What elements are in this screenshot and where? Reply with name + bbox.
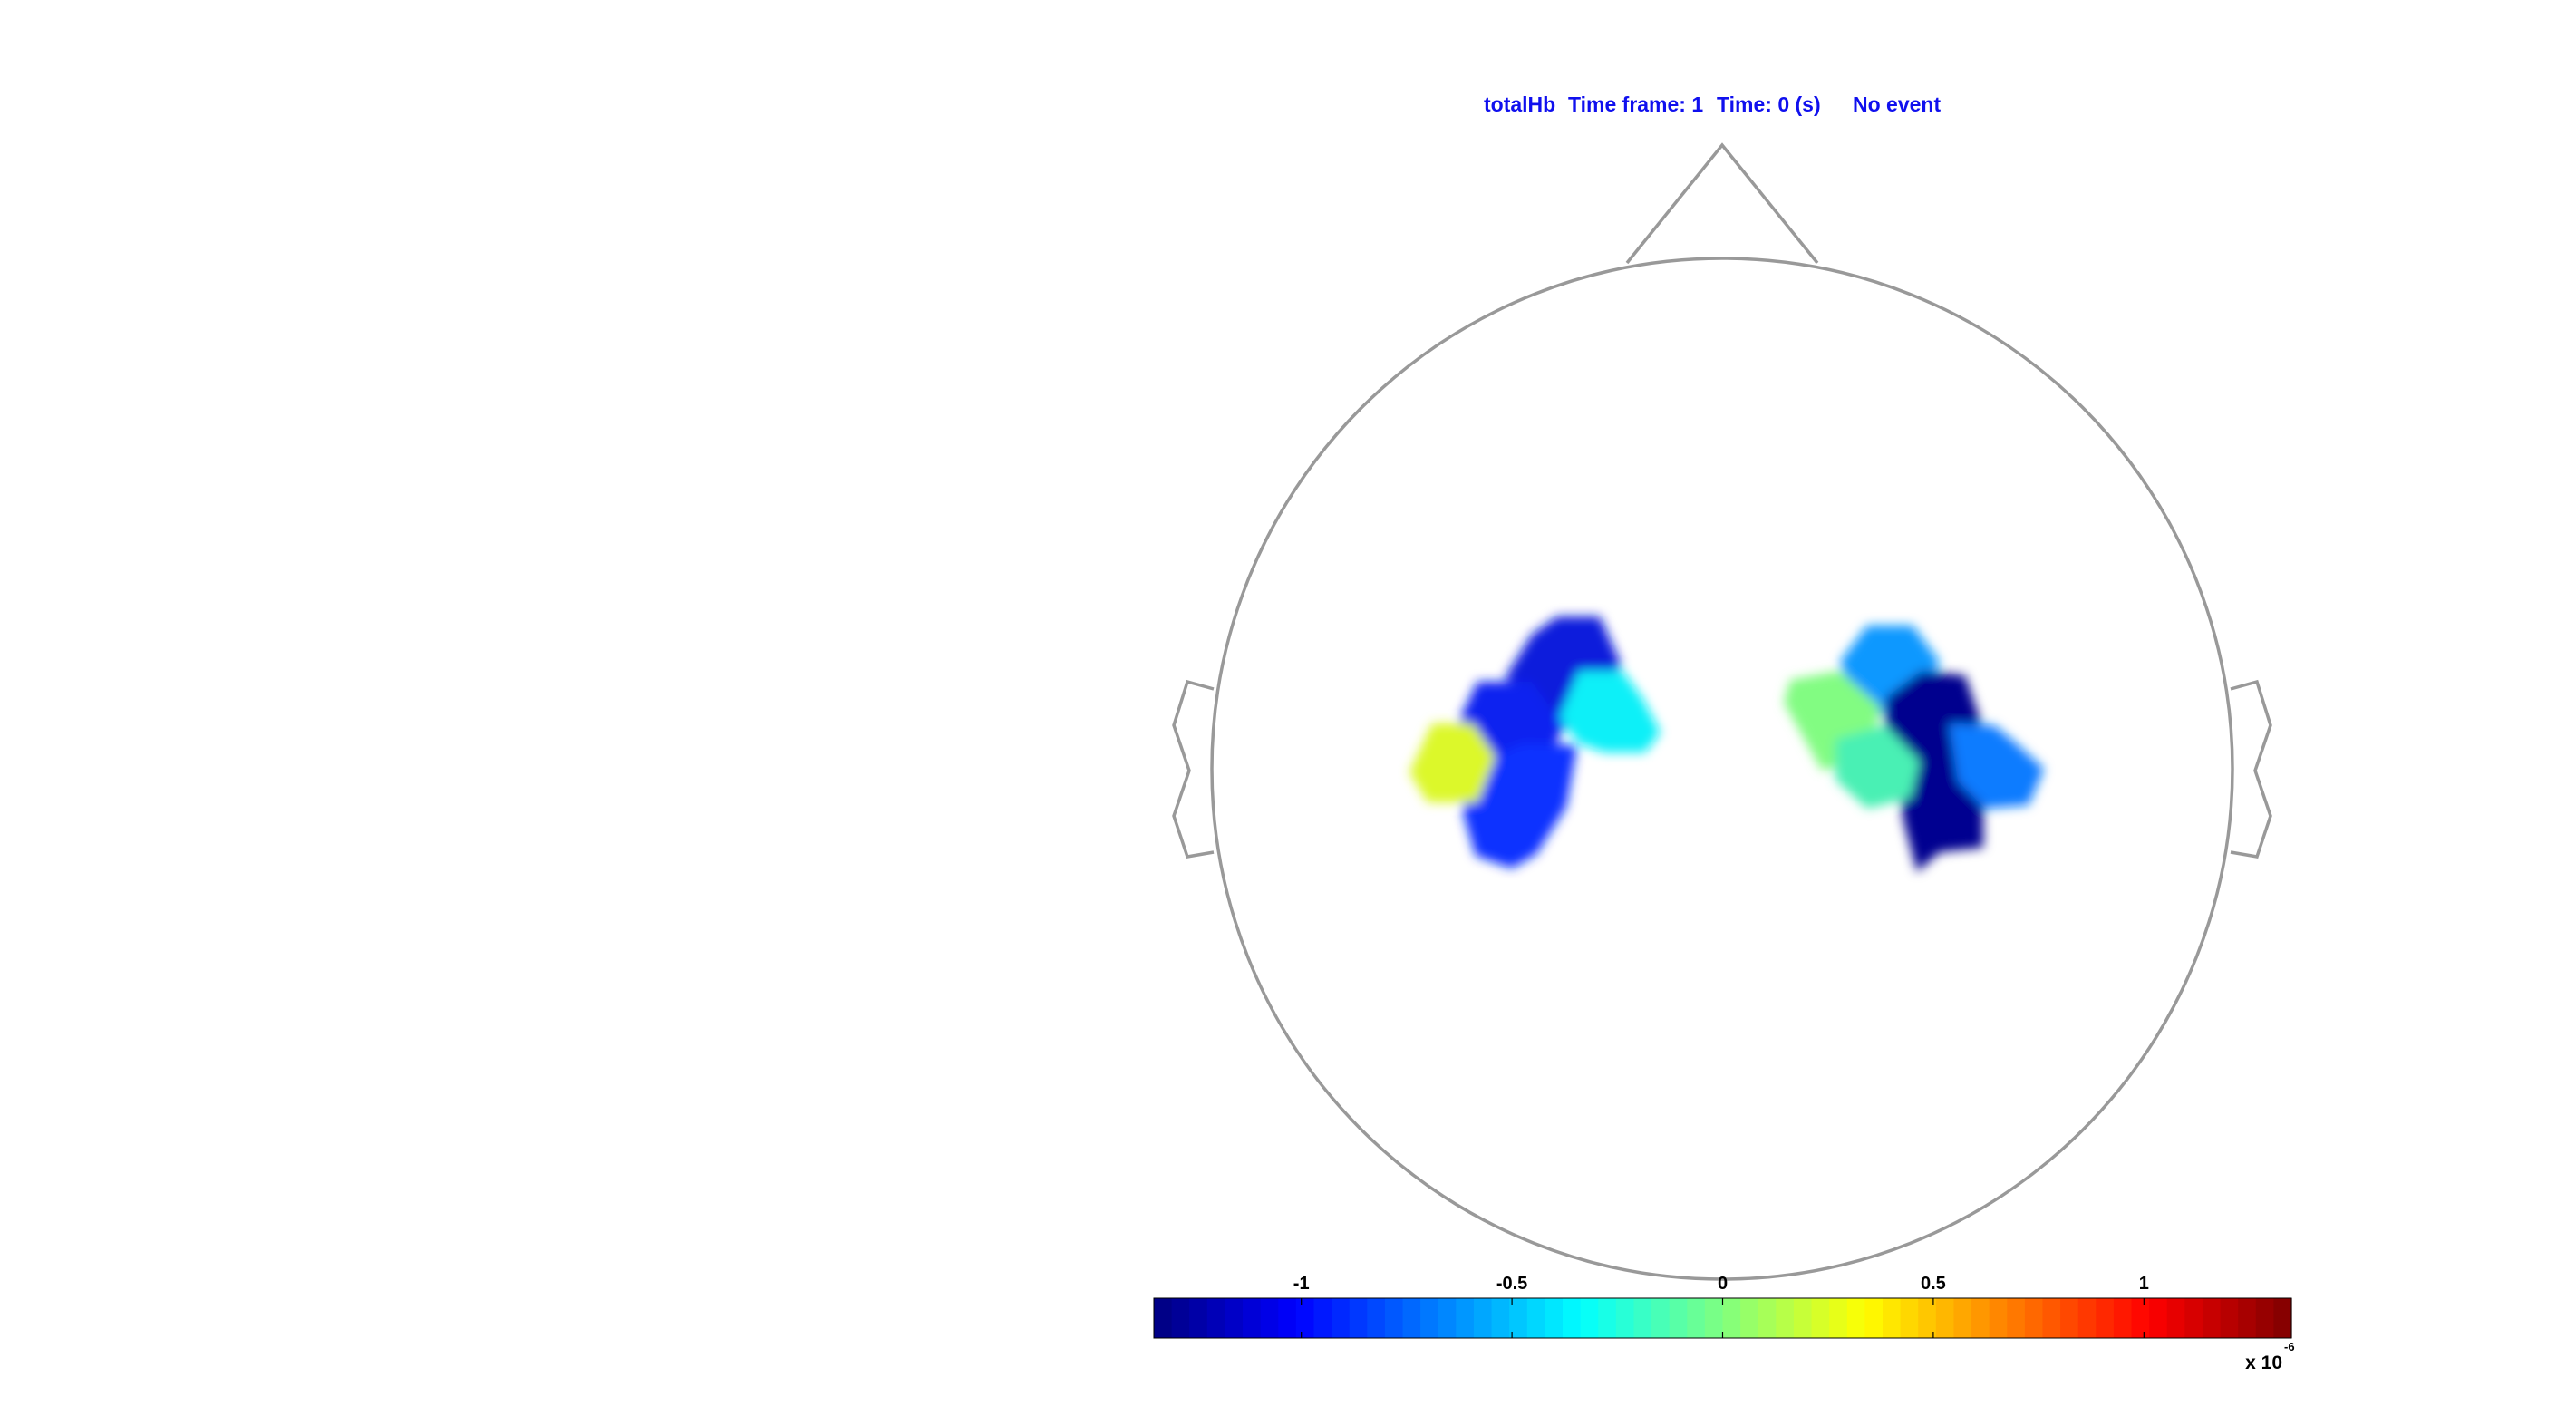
colorbar-segment	[1402, 1298, 1421, 1338]
right-blue-patch	[1949, 723, 2044, 809]
colorbar-segment	[1740, 1298, 1759, 1338]
colorbar-segment	[2060, 1298, 2079, 1338]
head-circle	[1210, 257, 2234, 1281]
colorbar-segment	[1651, 1298, 1671, 1338]
colorbar-segment	[1243, 1298, 1262, 1338]
colorbar-segment	[1633, 1298, 1652, 1338]
colorbar-segment	[1811, 1298, 1830, 1338]
colorbar-segment	[1545, 1298, 1564, 1338]
colorbar-segment	[2166, 1298, 2185, 1338]
time-frame-label: Time frame: 1	[1568, 92, 1704, 116]
colorbar-segment	[1971, 1298, 1990, 1338]
colorbar-tick-label: 0.5	[1921, 1274, 1946, 1294]
colorbar-segment	[1332, 1298, 1351, 1338]
activation-map	[1409, 616, 2044, 872]
colorbar-segment	[1953, 1298, 1972, 1338]
head-outline	[1172, 142, 2272, 1281]
colorbar-segment	[1473, 1298, 1493, 1338]
colorbar-segment	[1758, 1298, 1777, 1338]
colorbar-segment	[1935, 1298, 1955, 1338]
colorbar-segment	[2024, 1298, 2044, 1338]
left-ear-outline	[1172, 679, 1215, 859]
colorbar-segment	[1687, 1298, 1706, 1338]
colorbar-segment	[1420, 1298, 1439, 1338]
colorbar-segment	[2238, 1298, 2257, 1338]
colorbar-segment	[1669, 1298, 1688, 1338]
colorbar-segment	[2220, 1298, 2239, 1338]
colorbar-segment	[1491, 1298, 1510, 1338]
colorbar-segment	[1846, 1298, 1865, 1338]
event-label: No event	[1853, 92, 1942, 116]
colorbar-segment	[1722, 1298, 1741, 1338]
colorbar-segment	[1189, 1298, 1208, 1338]
colorbar-segment	[1829, 1298, 1848, 1338]
colorbar-segment	[1793, 1298, 1813, 1338]
colorbar-segment	[1225, 1298, 1244, 1338]
colorbar-multiplier-exponent: -6	[2284, 1340, 2295, 1354]
colorbar-segment	[1704, 1298, 1724, 1338]
colorbar-segment	[2113, 1298, 2133, 1338]
colorbar-segment	[2149, 1298, 2168, 1338]
colorbar-segment	[1615, 1298, 1635, 1338]
colorbar-segment	[1918, 1298, 1937, 1338]
colorbar-segment	[2273, 1298, 2292, 1338]
colorbar-segment	[1384, 1298, 1404, 1338]
colorbar-segment	[1171, 1298, 1190, 1338]
colorbar-segment	[1989, 1298, 2008, 1338]
colorbar-segment	[1313, 1298, 1332, 1338]
colorbar-segment	[2131, 1298, 2150, 1338]
colorbar-segment	[1278, 1298, 1297, 1338]
colorbar-segment	[1206, 1298, 1226, 1338]
nose-outline	[1625, 142, 1819, 265]
colorbar-segment	[1260, 1298, 1279, 1338]
colorbar-segment	[2096, 1298, 2115, 1338]
colorbar: -1 -0.5 0 0.5 1 x 10-6	[1153, 1274, 2295, 1373]
left-yellow-patch	[1409, 723, 1496, 802]
colorbar-tick-label: 0	[1718, 1274, 1728, 1294]
colorbar-segment	[1580, 1298, 1599, 1338]
colorbar-segment	[2042, 1298, 2061, 1338]
colorbar-segment	[1598, 1298, 1617, 1338]
right-dark-lower-patch	[1899, 762, 1983, 872]
colorbar-tick-label: -0.5	[1496, 1274, 1527, 1294]
colorbar-segment	[1882, 1298, 1902, 1338]
time-label: Time: 0 (s)	[1717, 92, 1821, 116]
colorbar-segment	[1295, 1298, 1315, 1338]
colorbar-segment	[1563, 1298, 1582, 1338]
colorbar-segment	[1900, 1298, 1919, 1338]
colorbar-segment	[1367, 1298, 1386, 1338]
signal-label: totalHb	[1484, 92, 1556, 116]
colorbar-segment	[1509, 1298, 1528, 1338]
colorbar-segment	[1526, 1298, 1546, 1338]
colorbar-segment	[2202, 1298, 2222, 1338]
colorbar-segment	[2184, 1298, 2203, 1338]
colorbar-segment	[2077, 1298, 2097, 1338]
colorbar-segment	[2007, 1298, 2026, 1338]
right-ear-outline	[2230, 679, 2272, 859]
left-cyan-patch	[1559, 671, 1661, 752]
left-lower-patch	[1461, 743, 1577, 868]
colorbar-tick-label: 1	[2139, 1274, 2149, 1294]
colorbar-segment	[1154, 1298, 1173, 1338]
colorbar-multiplier: x 10	[2245, 1353, 2282, 1373]
colorbar-segment	[1456, 1298, 1475, 1338]
right-teal-patch	[1835, 725, 1920, 809]
colorbar-segment	[2255, 1298, 2274, 1338]
colorbar-segment	[1349, 1298, 1368, 1338]
colorbar-tick-label: -1	[1293, 1274, 1310, 1294]
colorbar-segment	[1776, 1298, 1795, 1338]
colorbar-segment	[1864, 1298, 1884, 1338]
colorbar-segment	[1438, 1298, 1457, 1338]
